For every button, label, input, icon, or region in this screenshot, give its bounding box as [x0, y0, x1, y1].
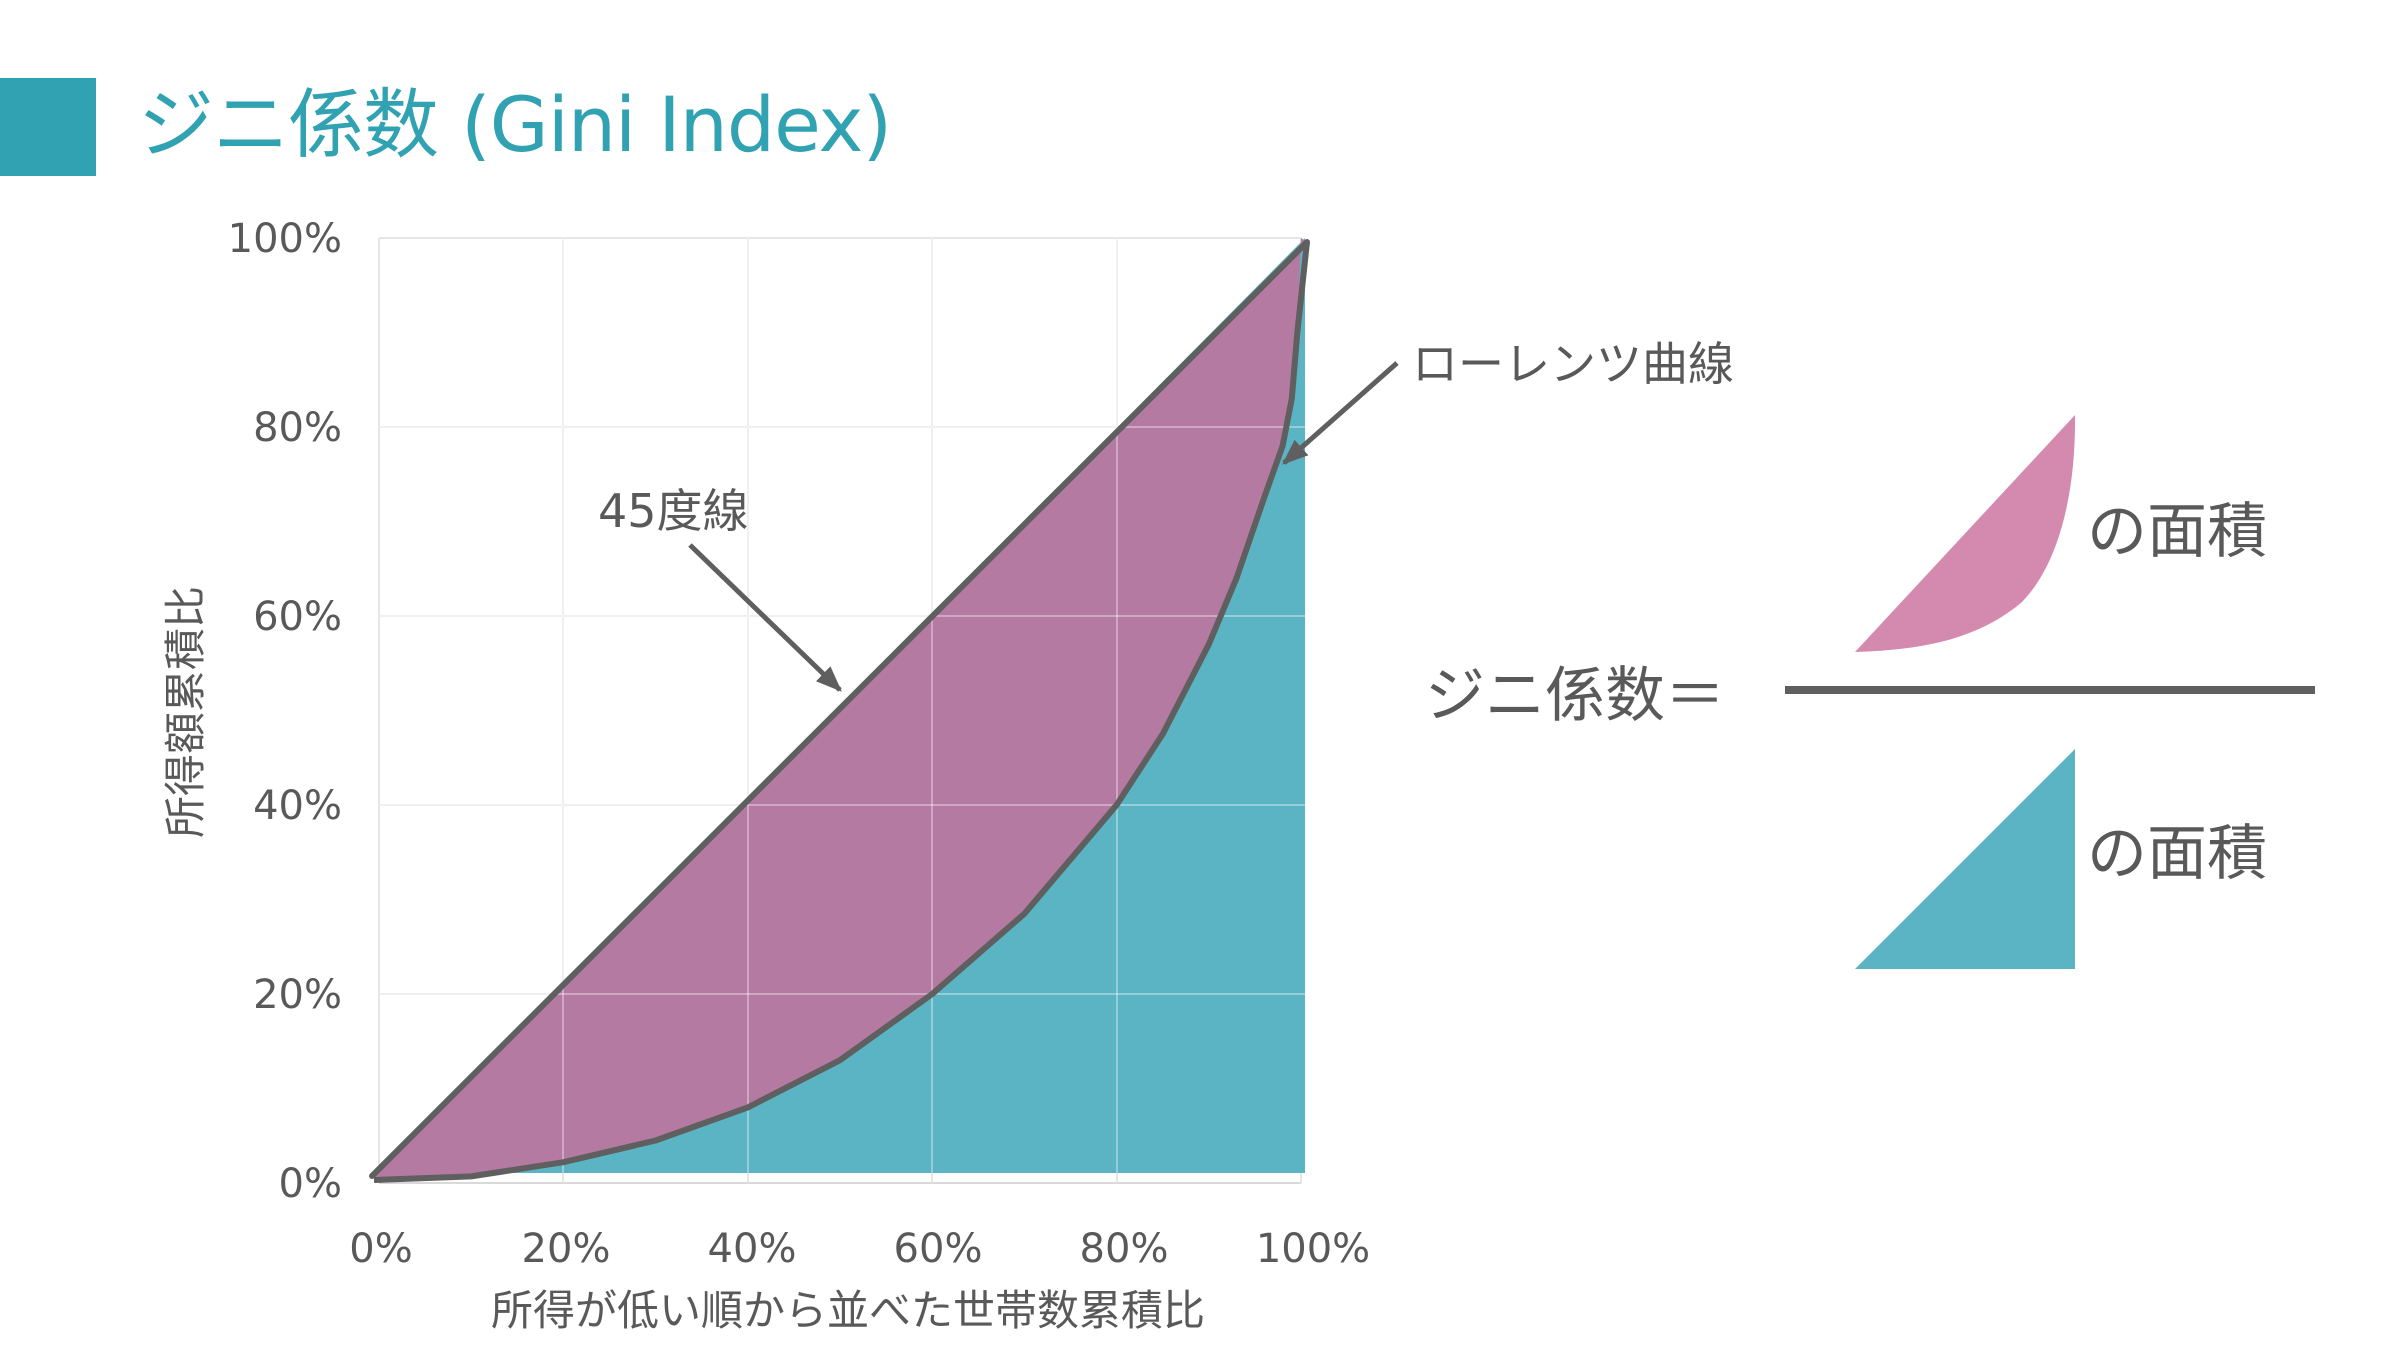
- y-tick-0: 0%: [279, 1161, 342, 1207]
- denominator-label: の面積: [2087, 819, 2267, 889]
- equality-line-label: 45度線: [598, 484, 749, 538]
- x-tick-100: 100%: [1256, 1226, 1370, 1272]
- y-tick-80: 80%: [253, 405, 342, 451]
- y-axis-ticks: 100% 80% 60% 40% 20% 0%: [228, 216, 342, 1207]
- grid-overlay: [379, 238, 1305, 1173]
- y-tick-60: 60%: [253, 594, 342, 640]
- title-accent-block: [0, 78, 96, 176]
- y-tick-40: 40%: [253, 783, 342, 829]
- y-axis-label: 所得額累積比: [161, 586, 210, 838]
- x-axis-label: 所得が低い順から並べた世帯数累積比: [491, 1286, 1205, 1335]
- formula-lhs: ジニ係数＝: [1425, 661, 1725, 731]
- equality-line: [369, 239, 1310, 1179]
- lorenz-curve-label: ローレンツ曲線: [1412, 337, 1734, 391]
- numerator-label: の面積: [2087, 497, 2267, 567]
- numerator-shape-icon: [1855, 415, 2076, 652]
- x-axis-ticks: 0% 20% 40% 60% 80% 100%: [349, 1226, 1370, 1272]
- x-tick-20: 20%: [522, 1226, 611, 1272]
- x-tick-60: 60%: [894, 1226, 983, 1272]
- y-tick-20: 20%: [253, 972, 342, 1018]
- y-tick-100: 100%: [228, 216, 342, 262]
- x-tick-80: 80%: [1080, 1226, 1169, 1272]
- x-tick-40: 40%: [708, 1226, 797, 1272]
- equality-line-arrow: [688, 543, 842, 692]
- lorenz-curve-arrow: [1282, 361, 1399, 465]
- denominator-shape-icon: [1855, 749, 2075, 969]
- x-tick-0: 0%: [349, 1226, 412, 1272]
- page-title: ジニ係数 (Gini Index): [138, 80, 892, 169]
- lorenz-curve: [373, 241, 1310, 1183]
